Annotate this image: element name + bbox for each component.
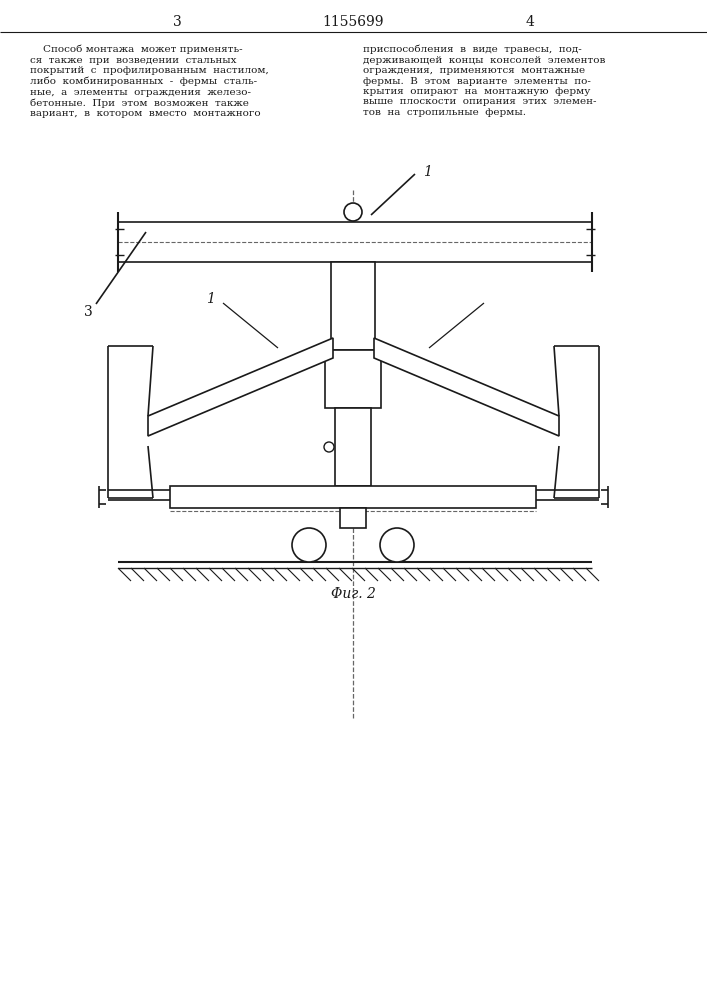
Bar (118, 222, 592, 262)
Text: Способ монтажа  может применять-
ся  также  при  возведении  стальных
покрытий  : Способ монтажа может применять- ся также… (30, 45, 269, 118)
Bar (335, 408, 371, 486)
Text: 3: 3 (83, 305, 93, 319)
Bar (325, 350, 381, 408)
Text: 1155699: 1155699 (322, 15, 384, 29)
Circle shape (380, 528, 414, 562)
Text: Φиг. 2: Φиг. 2 (331, 587, 375, 601)
Circle shape (324, 442, 334, 452)
Polygon shape (374, 338, 559, 436)
Bar (170, 486, 536, 508)
Text: 3: 3 (173, 15, 182, 29)
Circle shape (344, 203, 362, 221)
Bar (340, 508, 366, 528)
Text: 1: 1 (423, 165, 432, 179)
Bar (331, 262, 375, 350)
Text: 4: 4 (525, 15, 534, 29)
Circle shape (292, 528, 326, 562)
Text: 1: 1 (206, 292, 215, 306)
Polygon shape (148, 338, 333, 436)
Text: приспособления  в  виде  травесы,  под-
держивающей  концы  консолей  элементов
: приспособления в виде травесы, под- держ… (363, 45, 605, 117)
